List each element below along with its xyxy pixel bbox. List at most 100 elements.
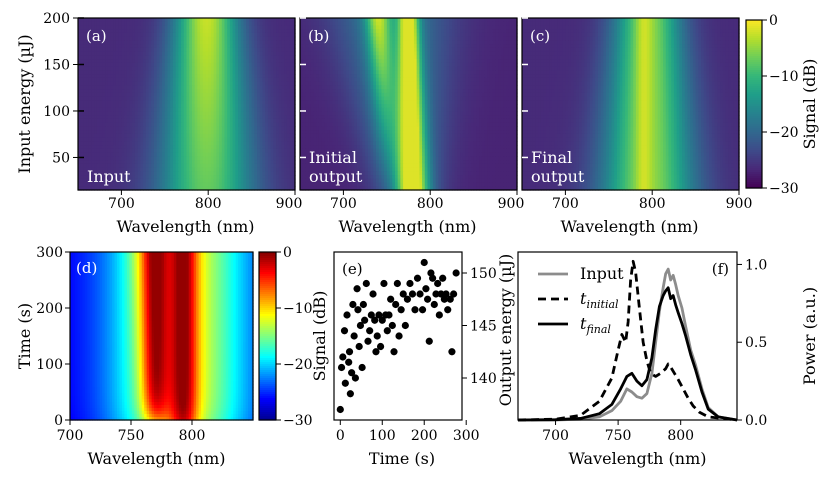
heatmap-a-cell: [115, 77, 120, 83]
heatmap-b-cell: [492, 66, 496, 71]
heatmap-b-cell: [451, 36, 456, 42]
heatmap-b-cell: [484, 59, 488, 64]
heatmap-a-cell: [94, 36, 98, 42]
heatmap-b-cell: [500, 59, 505, 64]
heatmap-b-cell: [335, 66, 339, 71]
heatmap-a-cell: [107, 44, 112, 49]
heatmap-a-cell: [265, 85, 269, 90]
heatmap-a-cell: [107, 77, 112, 83]
heatmap-a-cell: [121, 107, 125, 113]
heatmap-a-cell: [102, 100, 106, 105]
heatmap-a-cell: [164, 81, 169, 86]
heatmap-b-cell: [373, 55, 377, 60]
heatmap-a-cell: [246, 148, 250, 154]
heatmap-a-cell: [129, 126, 133, 131]
heatmap-b-cell: [405, 74, 410, 79]
heatmap-a-cell: [121, 85, 125, 90]
heatmap-a-cell: [113, 66, 117, 71]
heatmap-a-cell: [167, 18, 171, 23]
heatmap-a-cell: [159, 141, 163, 146]
heatmap-a-cell: [278, 156, 283, 161]
heatmap-a-cell: [83, 40, 87, 45]
heatmap-a-cell: [132, 77, 136, 83]
heatmap-b-cell: [313, 29, 317, 34]
heatmap-a-cell: [273, 178, 277, 184]
heatmap-a-cell: [186, 186, 190, 191]
heatmap-a-cell: [286, 29, 291, 34]
heatmap-a-cell: [276, 96, 280, 101]
heatmap-a-cell: [273, 29, 277, 34]
heatmap-a-cell: [124, 104, 128, 109]
heatmap-a-cell: [183, 51, 188, 56]
heatmap-a-cell: [286, 175, 291, 180]
heatmap-a-cell: [118, 96, 122, 101]
heatmap-a-cell: [210, 115, 215, 120]
heatmap-b-cell: [495, 55, 499, 60]
heatmap-b-cell: [419, 21, 423, 27]
heatmap-a-cell: [205, 70, 209, 75]
heatmap-b-cell: [397, 32, 401, 38]
heatmap-a-cell: [189, 21, 193, 27]
heatmap-a-cell: [278, 77, 283, 83]
heatmap-a-cell: [167, 44, 171, 49]
heatmap-b-cell: [498, 51, 502, 56]
heatmap-a-cell: [289, 133, 293, 139]
heatmap-a-cell: [202, 85, 207, 90]
heatmap-b-cell: [300, 18, 304, 23]
heatmap-a-cell: [246, 25, 250, 30]
heatmap-b-cell: [498, 62, 502, 68]
heatmap-a-cell: [121, 171, 125, 176]
heatmap-b-cell: [397, 29, 401, 34]
heatmap-a-cell: [107, 130, 112, 135]
heatmap-a-cell: [83, 18, 87, 23]
heatmap-b-cell: [457, 66, 461, 71]
heatmap-a-cell: [273, 126, 277, 131]
heatmap-a-cell: [145, 21, 150, 27]
heatmap-a-cell: [248, 55, 253, 60]
heatmap-a-cell: [172, 152, 177, 157]
heatmap-a-cell: [162, 167, 166, 172]
heatmap-b-cell: [394, 44, 399, 49]
heatmap-a-cell: [159, 167, 163, 172]
heatmap-a-cell: [273, 175, 277, 180]
heatmap-a-cell: [175, 70, 179, 75]
heatmap-a-cell: [132, 66, 136, 71]
heatmap-a-cell: [219, 107, 223, 113]
heatmap-a-cell: [210, 133, 215, 139]
heatmap-b-cell: [321, 29, 326, 34]
heatmap-b-cell: [370, 21, 374, 27]
heatmap-a-cell: [143, 96, 147, 101]
heatmap-b-cell: [508, 66, 513, 71]
heatmap-b-cell: [443, 74, 448, 79]
heatmap-a-cell: [186, 111, 190, 116]
heatmap-a-cell: [197, 59, 201, 64]
heatmap-a-cell: [80, 21, 85, 27]
heatmap-b-cell: [300, 40, 304, 45]
heatmap-a-cell: [194, 18, 198, 23]
heatmap-b-cell: [381, 74, 385, 79]
heatmap-a-cell: [243, 152, 247, 157]
heatmap-b-cell: [422, 44, 426, 49]
heatmap-b-cell: [343, 44, 347, 49]
heatmap-a-cell: [132, 130, 136, 135]
heatmap-a-cell: [278, 47, 283, 53]
heatmap-b-cell: [427, 36, 431, 42]
heatmap-a-cell: [172, 100, 177, 105]
heatmap-a-cell: [248, 74, 253, 79]
heatmap-a-cell: [276, 85, 280, 90]
heatmap-a-cell: [246, 89, 250, 94]
heatmap-b-cell: [327, 36, 331, 42]
heatmap-a-cell: [235, 70, 239, 75]
heatmap-a-cell: [145, 118, 150, 124]
heatmap-a-cell: [170, 145, 174, 150]
heatmap-a-cell: [194, 81, 198, 86]
heatmap-a-cell: [219, 70, 223, 75]
heatmap-a-cell: [137, 77, 141, 83]
heatmap-a-cell: [248, 156, 253, 161]
heatmap-a-cell: [172, 163, 177, 169]
heatmap-a-cell: [96, 77, 101, 83]
heatmap-b-cell: [468, 32, 472, 38]
heatmap-b-cell: [438, 40, 442, 45]
heatmap-a-cell: [78, 55, 82, 60]
heatmap-a-cell: [251, 163, 255, 169]
